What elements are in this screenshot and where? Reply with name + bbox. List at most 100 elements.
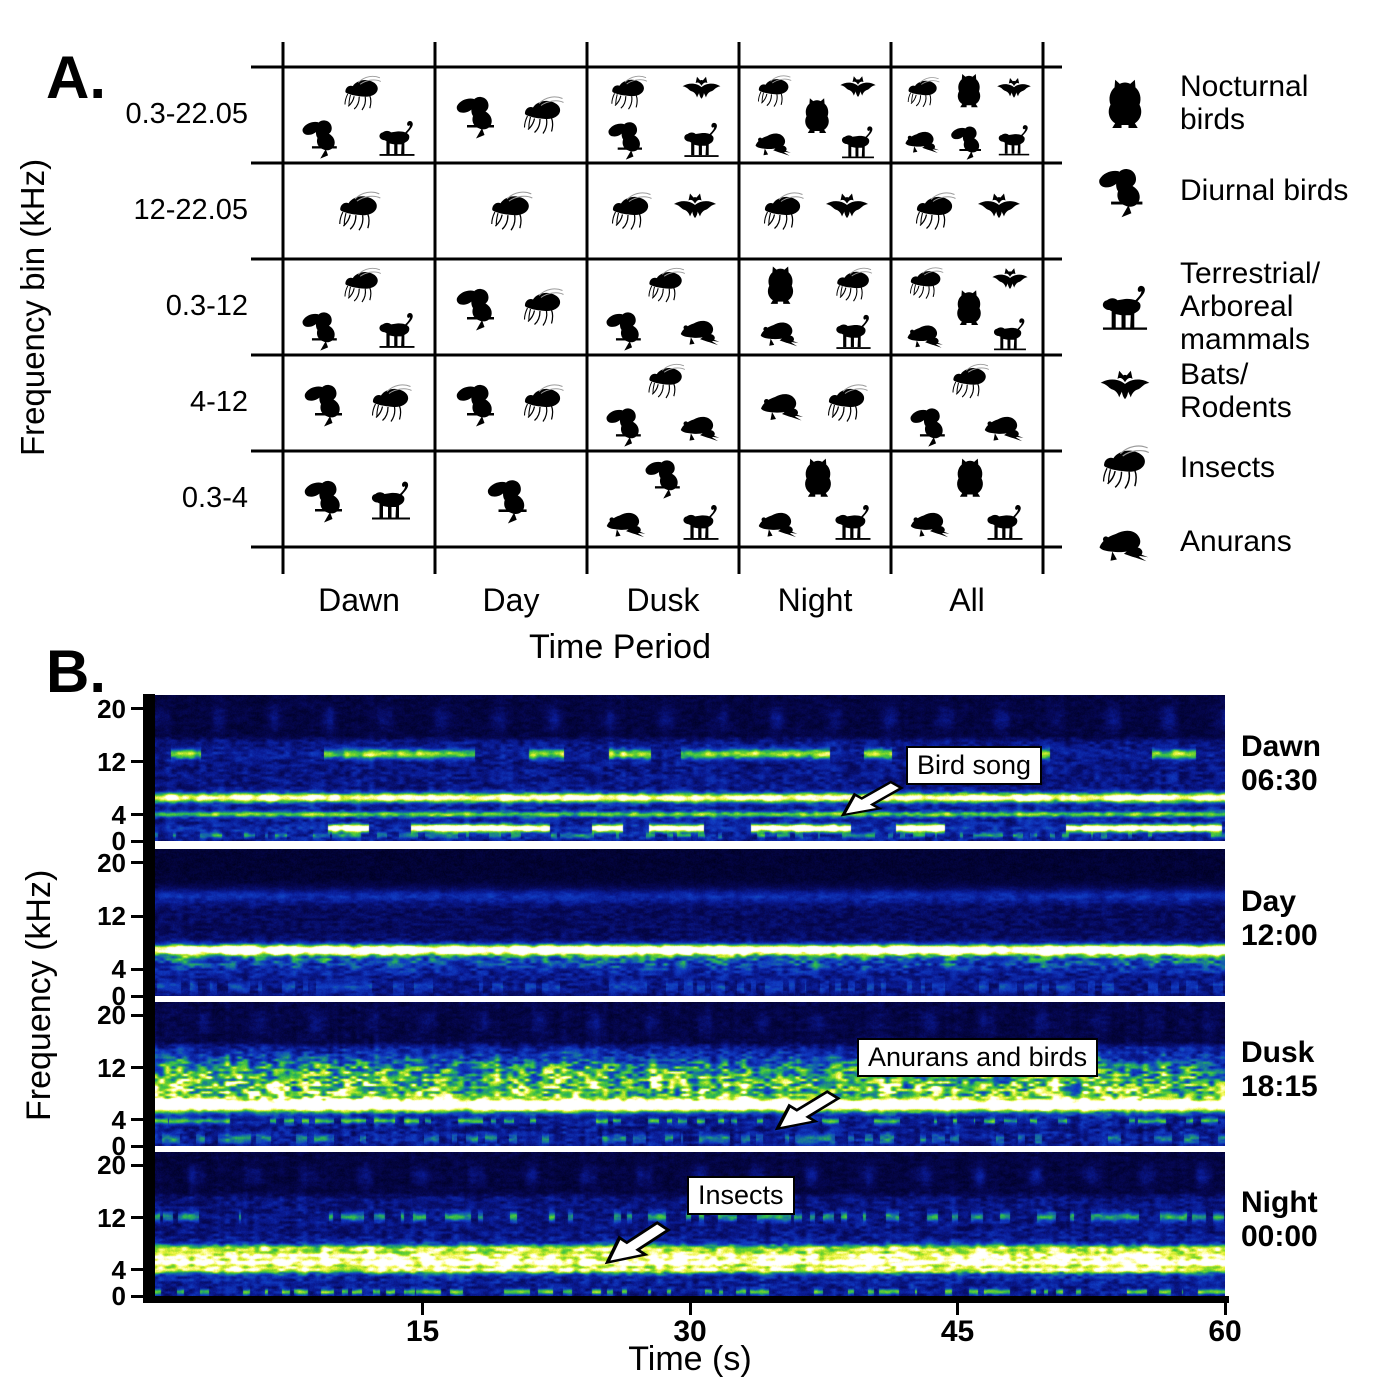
diurnal-bird-icon bbox=[908, 402, 954, 448]
panel-b-x-axis-label: Time (s) bbox=[628, 1340, 752, 1378]
panel-b-x-axis-line bbox=[143, 1296, 1229, 1303]
y-tick bbox=[131, 1294, 143, 1298]
time-period-label: Dusk bbox=[626, 582, 700, 618]
panel-a-x-axis-label: Time Period bbox=[528, 628, 712, 666]
mammal-icon bbox=[982, 498, 1028, 544]
bat-icon bbox=[1096, 362, 1154, 420]
y-tick bbox=[131, 1013, 143, 1017]
spectrogram-period-label: Dawn bbox=[1241, 730, 1322, 763]
insect-icon bbox=[333, 185, 385, 237]
legend-label: mammals bbox=[1180, 322, 1311, 356]
y-tick-label: 4 bbox=[111, 1104, 126, 1135]
mammal-icon bbox=[837, 120, 879, 162]
anuran-icon bbox=[982, 402, 1028, 448]
time-period-label: All bbox=[949, 582, 985, 618]
diurnal-bird-icon bbox=[949, 121, 989, 161]
y-tick bbox=[131, 1118, 143, 1122]
y-tick-label: 12 bbox=[97, 1202, 126, 1233]
grid-cell bbox=[739, 259, 891, 355]
anuran-icon bbox=[758, 378, 808, 428]
insect-icon bbox=[366, 378, 416, 428]
mammal-icon bbox=[679, 116, 724, 161]
diurnal-bird-icon bbox=[454, 282, 504, 332]
grid-cell bbox=[587, 355, 739, 451]
grid-cell bbox=[283, 163, 435, 259]
y-tick bbox=[131, 914, 143, 918]
grid-cell bbox=[435, 451, 587, 547]
bat-icon bbox=[974, 186, 1024, 236]
grid-cell bbox=[891, 259, 1043, 355]
time-period-label: Night bbox=[777, 582, 853, 618]
diurnal-bird-icon bbox=[302, 474, 352, 524]
y-tick-label: 0 bbox=[111, 981, 126, 1011]
insect-icon bbox=[822, 378, 872, 428]
legend-label: Bats/ bbox=[1180, 358, 1249, 391]
y-tick bbox=[131, 1144, 143, 1148]
y-tick-label: 20 bbox=[97, 1150, 126, 1181]
frequency-bin-label: 4-12 bbox=[189, 386, 248, 418]
bat-icon bbox=[822, 186, 872, 236]
grid-cell bbox=[587, 451, 739, 547]
grid-cell bbox=[283, 259, 435, 355]
spectrogram-time-label: 12:00 bbox=[1241, 918, 1318, 952]
insect-icon bbox=[606, 70, 651, 115]
panel-a-grid bbox=[251, 42, 1062, 574]
grid-cell bbox=[283, 67, 435, 163]
y-tick-label: 4 bbox=[111, 799, 126, 830]
insect-icon bbox=[903, 72, 943, 112]
y-tick-label: 4 bbox=[111, 1254, 126, 1285]
y-tick-label: 20 bbox=[97, 693, 126, 724]
nocturnal-bird-icon bbox=[796, 94, 838, 136]
grid-cell bbox=[891, 163, 1043, 259]
legend-label: Nocturnal bbox=[1180, 70, 1309, 103]
y-tick-label: 12 bbox=[97, 1052, 126, 1083]
grid-cell bbox=[891, 451, 1043, 547]
y-tick bbox=[131, 707, 143, 711]
mammal-icon bbox=[1096, 277, 1154, 335]
anuran-icon bbox=[903, 119, 943, 159]
y-tick-label: 12 bbox=[97, 746, 126, 777]
nocturnal-bird-icon bbox=[947, 454, 993, 500]
mammal-icon bbox=[831, 308, 876, 353]
anurans-and-birds-arrow-icon bbox=[775, 1089, 841, 1131]
nocturnal-bird-icon bbox=[758, 262, 803, 307]
frequency-bin-label: 0.3-12 bbox=[165, 290, 248, 322]
insect-icon bbox=[831, 262, 876, 307]
spectrogram-period-label: Dusk bbox=[1241, 1036, 1315, 1069]
mammal-icon bbox=[989, 312, 1031, 354]
grid-cell bbox=[435, 163, 587, 259]
spectrogram-day bbox=[155, 849, 1225, 996]
insect-icon bbox=[910, 186, 960, 236]
y-tick bbox=[131, 967, 143, 971]
spectrogram-time-label: 00:00 bbox=[1241, 1220, 1318, 1253]
x-tick bbox=[1223, 1303, 1227, 1315]
mammal-icon bbox=[678, 498, 724, 544]
y-tick bbox=[131, 813, 143, 816]
nocturnal-bird-icon bbox=[948, 286, 990, 328]
spectrogram-time-label: 18:15 bbox=[1241, 1070, 1318, 1103]
diurnal-bird-icon bbox=[454, 90, 504, 140]
x-tick-label: 45 bbox=[940, 1315, 975, 1348]
diurnal-bird-icon bbox=[643, 454, 689, 500]
frequency-bin-label: 0.3-22.05 bbox=[125, 98, 248, 130]
grid-cell bbox=[891, 67, 1043, 163]
y-tick bbox=[131, 1216, 143, 1220]
x-tick bbox=[421, 1303, 424, 1315]
grid-cell bbox=[283, 451, 435, 547]
bat-icon bbox=[670, 186, 720, 236]
insect-icon bbox=[518, 90, 568, 140]
grid-cell bbox=[587, 67, 739, 163]
y-tick bbox=[131, 861, 143, 865]
x-tick bbox=[688, 1303, 692, 1315]
mammal-icon bbox=[374, 114, 420, 160]
insect-icon bbox=[518, 378, 568, 428]
diurnal-bird-icon bbox=[302, 378, 352, 428]
insect-icon bbox=[753, 70, 795, 112]
legend-label: Anurans bbox=[1180, 524, 1292, 558]
mammal-icon bbox=[994, 119, 1034, 159]
anuran-icon bbox=[758, 308, 803, 353]
y-tick-label: 0 bbox=[111, 1281, 126, 1311]
frequency-bin-label: 12-22.05 bbox=[133, 194, 249, 226]
grid-cell bbox=[435, 355, 587, 451]
insect-icon bbox=[643, 358, 689, 404]
